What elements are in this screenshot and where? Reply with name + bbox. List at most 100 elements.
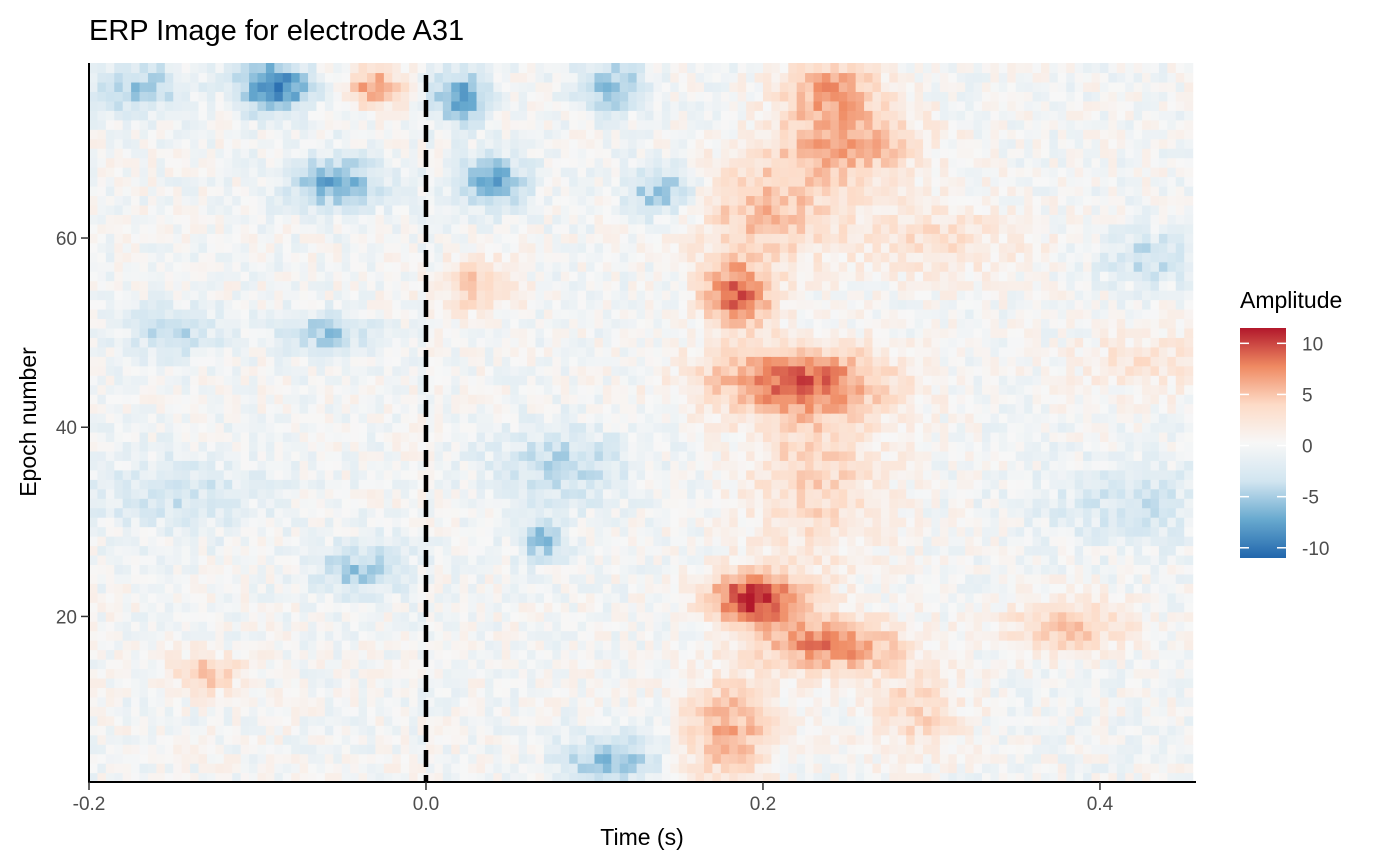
heatmap-cell (299, 479, 309, 490)
heatmap-cell (1040, 469, 1051, 480)
heatmap-cell (181, 498, 191, 509)
heatmap-cell (1066, 687, 1076, 698)
heatmap-cell (122, 715, 132, 726)
heatmap-cell (105, 507, 115, 518)
heatmap-cell (1167, 422, 1177, 433)
heatmap-cell (695, 772, 705, 782)
heatmap-cell (653, 734, 663, 745)
heatmap-cell (147, 545, 157, 556)
heatmap-cell (383, 441, 393, 452)
heatmap-cell (518, 573, 528, 584)
heatmap-cell (459, 753, 469, 764)
heatmap-cell (392, 630, 402, 641)
heatmap-cell (1049, 677, 1059, 688)
heatmap-cell (409, 611, 419, 622)
heatmap-cell (535, 763, 545, 774)
heatmap-cell (1057, 583, 1067, 594)
heatmap-cell (939, 640, 949, 651)
heatmap-cell (333, 573, 343, 584)
heatmap-cell (704, 422, 714, 433)
heatmap-cell (164, 431, 174, 443)
heatmap-cell (687, 422, 697, 433)
heatmap-cell (956, 602, 966, 613)
heatmap-cell (931, 554, 941, 566)
heatmap-cell (1099, 649, 1109, 660)
heatmap-cell (821, 507, 831, 518)
heatmap-cell (425, 526, 436, 537)
heatmap-cell (274, 498, 284, 509)
heatmap-cell (1142, 573, 1152, 584)
heatmap-cell (998, 734, 1008, 745)
heatmap-cell (308, 630, 318, 641)
heatmap-cell (164, 564, 174, 575)
heatmap-cell (274, 573, 284, 584)
heatmap-cell (198, 441, 208, 452)
heatmap-cell (375, 734, 385, 745)
heatmap-cell (232, 668, 242, 679)
heatmap-cell (1167, 469, 1177, 480)
heatmap-cell (560, 583, 570, 594)
heatmap-cell (619, 744, 629, 755)
heatmap-cell (341, 621, 351, 632)
heatmap-cell (173, 450, 183, 461)
heatmap-cell (1091, 677, 1101, 688)
heatmap-cell (392, 772, 402, 782)
heatmap-cell (678, 744, 688, 755)
heatmap-cell (223, 498, 233, 509)
heatmap-cell (1015, 592, 1025, 603)
heatmap-cell (510, 611, 520, 622)
heatmap-cell (1049, 431, 1059, 443)
heatmap-cell (560, 715, 570, 726)
heatmap-cell (1125, 668, 1135, 679)
heatmap-cell (973, 677, 983, 688)
heatmap-cell (198, 554, 208, 566)
heatmap-cell (518, 536, 528, 547)
heatmap-cell (114, 602, 124, 613)
heatmap-cell (948, 649, 958, 660)
heatmap-cell (1142, 469, 1152, 480)
heatmap-cell (1108, 469, 1118, 480)
heatmap-cell (864, 460, 874, 471)
heatmap-cell (1175, 583, 1185, 594)
heatmap-cell (1057, 564, 1067, 575)
heatmap-cell (838, 649, 848, 660)
heatmap-cell (400, 621, 410, 632)
heatmap-cell (1125, 677, 1135, 688)
heatmap-cell (619, 753, 629, 764)
heatmap-cell (173, 602, 183, 613)
heatmap-cell (754, 431, 764, 443)
heatmap-cell (1116, 744, 1126, 755)
heatmap-cell (459, 706, 469, 717)
heatmap-cell (821, 621, 831, 632)
heatmap-cell (425, 469, 436, 480)
heatmap-cell (847, 677, 857, 688)
heatmap-cell (476, 772, 486, 782)
heatmap-cell (1049, 517, 1059, 528)
heatmap-cell (720, 744, 730, 755)
heatmap-cell (131, 630, 141, 641)
heatmap-cell (282, 649, 292, 660)
heatmap-cell (746, 554, 756, 566)
heatmap-cell (569, 422, 579, 433)
heatmap-cell (333, 640, 343, 651)
heatmap-cell (131, 649, 141, 660)
heatmap-cell (1184, 706, 1194, 717)
heatmap-cell (923, 460, 933, 471)
heatmap-cell (181, 469, 191, 480)
heatmap-cell (653, 677, 663, 688)
heatmap-cell (164, 640, 174, 651)
heatmap-cell (1091, 611, 1101, 622)
heatmap-cell (796, 431, 806, 443)
heatmap-cell (147, 744, 157, 755)
heatmap-cell (240, 772, 250, 782)
heatmap-cell (645, 744, 655, 755)
heatmap-cell (543, 564, 553, 575)
heatmap-cell (501, 507, 511, 518)
heatmap-cell (931, 564, 941, 575)
heatmap-cell (105, 763, 115, 774)
heatmap-cell (762, 450, 772, 461)
heatmap-cell (670, 640, 680, 651)
heatmap-cell (611, 725, 621, 736)
heatmap-cell (830, 545, 840, 556)
heatmap-cell (830, 659, 840, 670)
